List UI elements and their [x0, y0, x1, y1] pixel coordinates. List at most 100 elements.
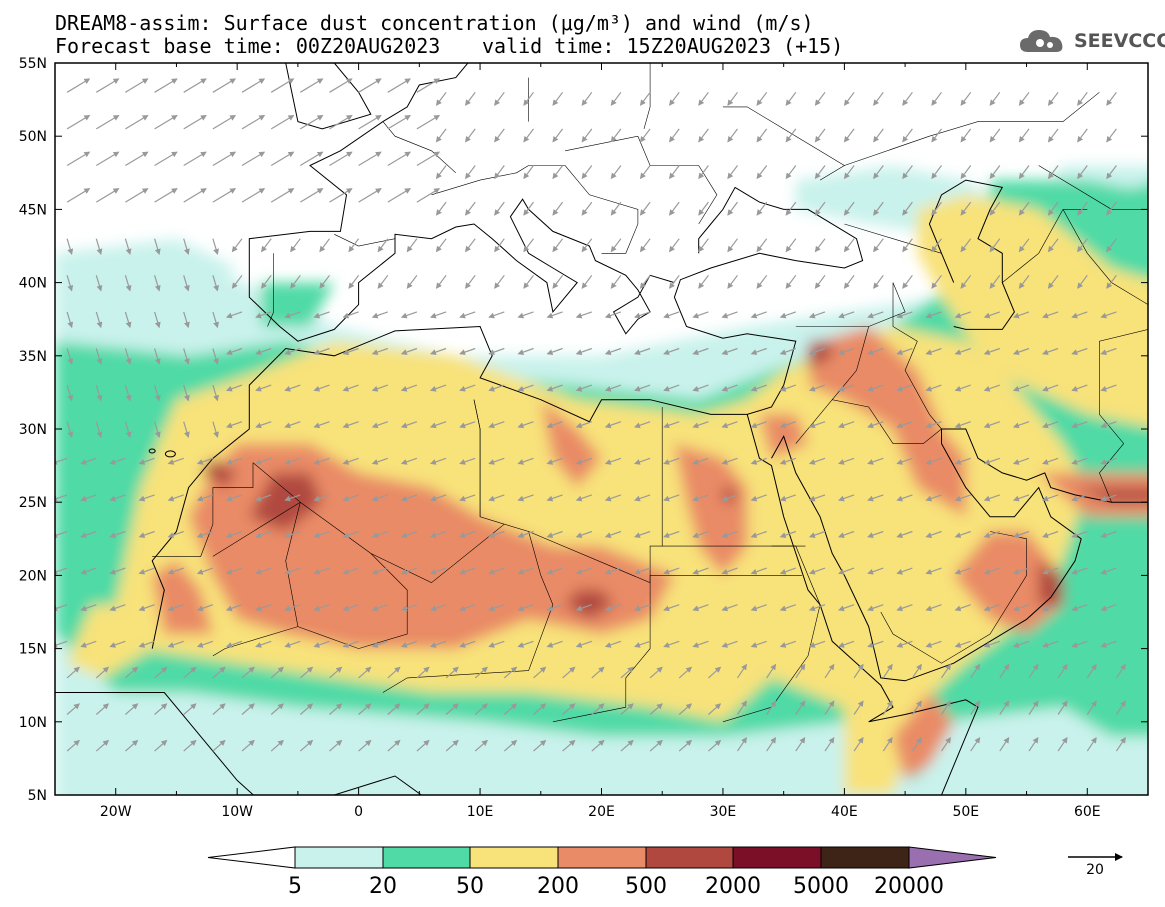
- wind-arrow: [708, 666, 722, 679]
- wind-arrow: [154, 348, 161, 365]
- wind-arrow: [668, 91, 680, 106]
- wind-arrow: [634, 311, 651, 319]
- wind-arrow: [95, 188, 120, 203]
- wind-arrow: [785, 91, 797, 106]
- lat-label: 15N: [19, 642, 47, 658]
- wind-arrow: [756, 274, 768, 289]
- wind-arrow: [663, 311, 680, 319]
- wind-arrow: [255, 347, 272, 355]
- wind-arrow: [138, 457, 155, 465]
- wind-arrow: [125, 666, 139, 679]
- wind-arrow: [692, 604, 709, 612]
- lat-label: 10N: [19, 715, 47, 731]
- wind-arrow: [255, 567, 272, 575]
- colorbar: 5 20 50 200 500 2000 5000 20000: [207, 846, 997, 899]
- wind-arrow: [290, 274, 301, 289]
- wind-arrow: [785, 274, 797, 289]
- wind-arrow: [1012, 604, 1030, 612]
- wind-arrow: [843, 238, 855, 253]
- wind-arrow: [225, 604, 243, 612]
- wind-arrow: [154, 739, 168, 752]
- wind-arrow: [154, 421, 161, 438]
- wind-arrow: [649, 666, 663, 679]
- wind-arrow: [1106, 128, 1117, 143]
- wind-arrow: [634, 384, 651, 392]
- wind-arrow: [970, 736, 981, 752]
- wind-arrow: [785, 128, 797, 143]
- wind-arrow: [808, 347, 826, 355]
- wind-arrow: [727, 128, 738, 143]
- wind-arrow: [1018, 238, 1030, 253]
- wind-arrow: [125, 703, 139, 715]
- wind-arrow: [750, 604, 767, 612]
- wind-arrow: [290, 238, 301, 253]
- wind-arrow: [329, 188, 353, 203]
- lon-label: 10E: [467, 804, 494, 820]
- wind-arrow: [416, 114, 441, 130]
- wind-arrow: [902, 238, 913, 253]
- wind-arrow: [66, 114, 91, 130]
- wind-arrow: [779, 567, 796, 575]
- wind-arrow: [212, 739, 226, 752]
- wind-arrow: [727, 274, 738, 289]
- wind-arrow: [1042, 567, 1059, 575]
- lon-label: 10W: [221, 804, 253, 820]
- wind-arrow: [970, 663, 981, 679]
- wind-arrow: [853, 700, 864, 715]
- wind-arrow: [808, 494, 826, 502]
- wind-arrow: [552, 91, 564, 106]
- coastlines: [55, 63, 1148, 795]
- wind-arrow: [400, 640, 418, 648]
- wind-arrow: [546, 311, 563, 319]
- wind-arrow: [756, 91, 768, 106]
- wind-arrow: [668, 165, 680, 180]
- wind-arrow: [610, 201, 622, 216]
- wind-arrow: [873, 165, 884, 180]
- wind-arrow: [1047, 91, 1059, 106]
- wind-arrow: [692, 567, 709, 575]
- wind-arrow: [429, 640, 447, 648]
- wind-arrow: [429, 457, 447, 465]
- wind-arrow: [154, 78, 178, 93]
- wind-arrow: [225, 311, 243, 319]
- wind-arrow: [779, 640, 796, 648]
- wind-arrow: [692, 421, 709, 429]
- wind-arrow: [1071, 604, 1088, 612]
- wind-arrow: [400, 347, 418, 355]
- wind-arrow: [546, 604, 563, 612]
- wind-reference: 20: [1068, 853, 1123, 878]
- wind-arrow: [1100, 311, 1117, 319]
- wind-arrow: [255, 421, 272, 429]
- wind-arrow: [911, 663, 922, 679]
- wind-arrow: [429, 384, 447, 392]
- wind-arrow: [225, 530, 243, 538]
- wind-arrow: [342, 494, 359, 502]
- wind-arrow: [358, 703, 372, 715]
- wind-arrow: [708, 703, 722, 715]
- wind-arrow: [1077, 91, 1088, 106]
- wind-arrow: [692, 384, 709, 392]
- wind-arrow: [867, 530, 884, 538]
- dust-region-13: [808, 326, 966, 517]
- wind-arrow: [55, 494, 68, 502]
- lon-label: 0: [354, 804, 363, 820]
- wind-arrow: [183, 421, 190, 438]
- wind-arrow: [154, 311, 161, 329]
- wind-arrow: [1012, 640, 1030, 648]
- wind-arrow: [488, 457, 505, 465]
- wind-arrow: [663, 530, 680, 538]
- wind-arrow: [546, 494, 563, 502]
- wind-arrow: [416, 739, 430, 752]
- wind-arrow: [737, 663, 747, 679]
- wind-arrow: [212, 666, 226, 679]
- wind-arrow: [488, 640, 505, 648]
- wind-arrow: [465, 165, 476, 180]
- wind-arrow: [284, 457, 301, 465]
- border-21: [565, 135, 718, 225]
- wind-arrow: [808, 311, 826, 319]
- wind-arrow: [575, 457, 592, 465]
- wind-arrow: [138, 640, 155, 648]
- lon-label: 60E: [1074, 804, 1101, 820]
- wind-arrow: [517, 640, 534, 648]
- wind-arrow: [983, 421, 1000, 429]
